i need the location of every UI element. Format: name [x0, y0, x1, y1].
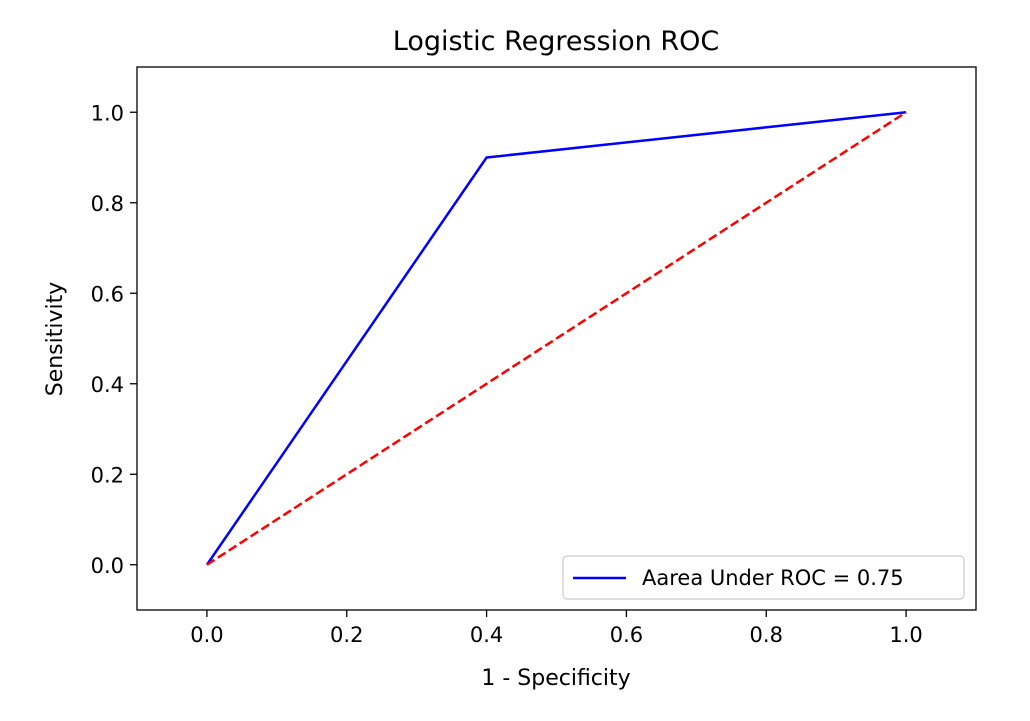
y-tick-label: 1.0	[91, 101, 124, 125]
y-tick-label: 0.4	[91, 373, 124, 397]
legend-label: Aarea Under ROC = 0.75	[642, 566, 904, 590]
y-tick-label: 0.2	[91, 463, 124, 487]
legend-box	[562, 555, 965, 600]
x-axis: 0.0 0.2 0.4 0.6 0.8 1.0	[190, 610, 923, 647]
y-tick-label: 0.6	[91, 282, 124, 306]
chance-diagonal-line	[206, 111, 907, 566]
y-axis-label: Sensitivity	[43, 282, 68, 397]
chart-title: Logistic Regression ROC	[393, 26, 719, 57]
x-tick-label: 1.0	[889, 623, 922, 647]
legend: Aarea Under ROC = 0.75	[562, 555, 965, 600]
y-axis: 0.0 0.2 0.4 0.6 0.8 1.0	[91, 101, 137, 578]
x-tick-label: 0.6	[610, 623, 643, 647]
series-layer	[205, 111, 907, 566]
roc-curve-line	[205, 111, 907, 566]
plot-area	[136, 66, 977, 611]
x-tick-label: 0.4	[470, 623, 503, 647]
x-tick-label: 0.2	[330, 623, 363, 647]
plot-frame	[136, 66, 977, 611]
y-tick-label: 0.8	[91, 192, 124, 216]
x-tick-label: 0.0	[190, 623, 223, 647]
y-tick-label: 0.0	[91, 554, 124, 578]
x-axis-label: 1 - Specificity	[481, 666, 630, 691]
x-tick-label: 0.8	[750, 623, 783, 647]
